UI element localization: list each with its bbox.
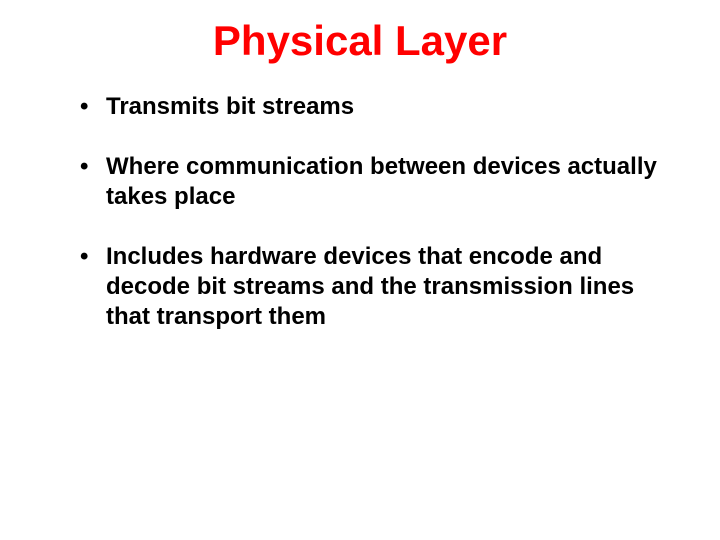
bullet-text: Includes hardware devices that encode an… bbox=[106, 243, 634, 330]
slide-title: Physical Layer bbox=[60, 18, 660, 64]
slide: Physical Layer Transmits bit streams Whe… bbox=[0, 0, 720, 540]
list-item: Where communication between devices actu… bbox=[76, 152, 660, 212]
bullet-list: Transmits bit streams Where communicatio… bbox=[76, 92, 660, 332]
list-item: Transmits bit streams bbox=[76, 92, 660, 122]
bullet-text: Transmits bit streams bbox=[106, 93, 354, 120]
list-item: Includes hardware devices that encode an… bbox=[76, 242, 660, 332]
bullet-text: Where communication between devices actu… bbox=[106, 153, 657, 210]
